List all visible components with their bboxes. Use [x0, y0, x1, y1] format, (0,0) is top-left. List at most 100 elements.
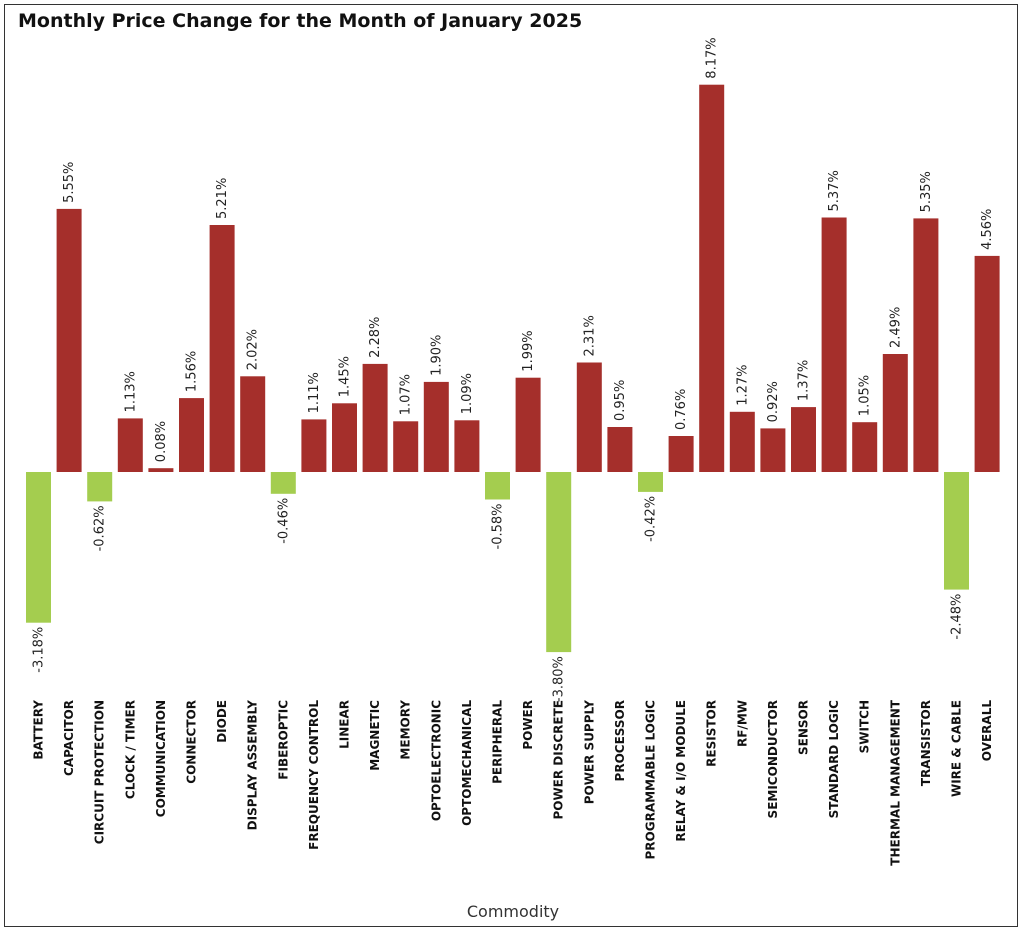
bar-battery — [26, 472, 51, 623]
value-label-transistor: 5.35% — [919, 171, 934, 212]
category-label-sensor: SENSOR — [797, 700, 811, 755]
category-label-power-discrete: POWER DISCRETE — [552, 700, 566, 820]
bar-display-assembly — [240, 376, 266, 472]
value-label-frequency-control: 1.11% — [307, 372, 322, 413]
category-label-battery: BATTERY — [32, 700, 46, 760]
bar-optoelectronic — [423, 381, 449, 472]
bar-sensor — [791, 407, 816, 472]
value-label-capacitor: 5.55% — [62, 162, 77, 203]
bar-standard-logic — [821, 217, 847, 472]
value-label-diode: 5.21% — [215, 178, 230, 219]
value-label-battery: -3.18% — [32, 627, 47, 673]
bar-semiconductor — [760, 428, 786, 472]
bar-fiberoptic — [270, 472, 296, 494]
category-label-rf-mw: RF/MW — [735, 700, 749, 747]
bar-resistor — [699, 84, 725, 472]
bar-rf-mw — [729, 411, 755, 472]
value-label-rf-mw: 1.27% — [735, 364, 750, 405]
value-label-processor: 0.95% — [613, 380, 628, 421]
category-label-power-supply: POWER SUPPLY — [582, 700, 596, 805]
bar-relay-i-o-module — [668, 436, 694, 472]
value-label-power: 1.99% — [521, 330, 536, 371]
value-label-connector: 1.56% — [185, 351, 200, 392]
value-label-display-assembly: 2.02% — [246, 329, 261, 370]
bar-power — [515, 377, 541, 472]
bar-overall — [974, 255, 1000, 472]
category-label-overall: OVERALL — [980, 700, 994, 762]
bar-power-discrete — [546, 472, 572, 653]
category-label-transistor: TRANSISTOR — [919, 700, 933, 786]
bar-diode — [209, 225, 235, 472]
bar-linear — [332, 403, 357, 472]
category-labels-group: BATTERY CAPACITOR CIRCUIT PROTECTION CLOCK … — [32, 699, 995, 866]
value-label-wire-cable: -2.48% — [950, 594, 965, 640]
bar-thermal-management — [882, 354, 908, 472]
value-label-fiberoptic: -0.46% — [276, 498, 291, 544]
category-label-optoelectronic: OPTOELECTRONIC — [429, 700, 443, 821]
category-label-peripheral: PERIPHERAL — [491, 700, 505, 784]
value-label-optoelectronic: 1.90% — [429, 335, 444, 376]
category-label-connector: CONNECTOR — [185, 700, 199, 784]
category-label-frequency-control: FREQUENCY CONTROL — [307, 700, 321, 850]
category-label-fiberoptic: FIBEROPTIC — [276, 700, 290, 780]
category-label-standard-logic: STANDARD LOGIC — [827, 700, 841, 819]
bar-clock-timer — [117, 418, 143, 472]
bar-processor — [607, 427, 633, 472]
bar-peripheral — [485, 472, 510, 500]
category-label-resistor: RESISTOR — [705, 700, 719, 767]
value-label-power-discrete: -3.80% — [552, 656, 567, 702]
chart-title: Monthly Price Change for the Month of Ja… — [18, 10, 583, 32]
bar-optomechanical — [454, 420, 480, 472]
category-label-processor: PROCESSOR — [613, 700, 627, 781]
category-label-memory: MEMORY — [399, 700, 413, 760]
bar-wire-cable — [944, 472, 969, 590]
bar-programmable-logic — [638, 472, 663, 492]
bar-frequency-control — [301, 419, 327, 472]
value-label-overall: 4.56% — [980, 209, 995, 250]
value-label-communication: 0.08% — [154, 421, 169, 462]
category-label-circuit-protection: CIRCUIT PROTECTION — [93, 700, 107, 844]
category-label-communication: COMMUNICATION — [154, 700, 168, 817]
category-label-display-assembly: DISPLAY ASSEMBLY — [246, 700, 260, 831]
value-label-peripheral: -0.58% — [491, 504, 506, 550]
bar-magnetic — [362, 363, 388, 472]
category-label-power: POWER — [521, 700, 535, 750]
category-label-switch: SWITCH — [858, 700, 872, 753]
category-label-clock-timer: CLOCK / TIMER — [123, 700, 137, 799]
category-label-linear: LINEAR — [338, 700, 352, 749]
bar-transistor — [913, 218, 939, 472]
value-label-semiconductor: 0.92% — [766, 381, 781, 422]
bar-switch — [852, 422, 878, 472]
bar-circuit-protection — [87, 472, 113, 502]
category-label-optomechanical: OPTOMECHANICAL — [460, 700, 474, 826]
value-label-power-supply: 2.31% — [582, 315, 597, 356]
value-label-resistor: 8.17% — [705, 37, 720, 78]
bar-capacitor — [56, 208, 82, 472]
category-label-semiconductor: SEMICONDUCTOR — [766, 700, 780, 818]
category-label-relay-i-o-module: RELAY & I/O MODULE — [674, 700, 688, 842]
category-label-programmable-logic: PROGRAMMABLE LOGIC — [644, 700, 658, 860]
value-label-standard-logic: 5.37% — [827, 170, 842, 211]
value-label-relay-i-o-module: 0.76% — [674, 389, 689, 430]
value-label-clock-timer: 1.13% — [123, 371, 138, 412]
category-label-magnetic: MAGNETIC — [368, 700, 382, 771]
value-label-linear: 1.45% — [338, 356, 353, 397]
value-label-memory: 1.07% — [399, 374, 414, 415]
bar-memory — [393, 421, 419, 472]
value-label-circuit-protection: -0.62% — [93, 505, 108, 551]
bars-group — [26, 84, 1000, 653]
value-label-sensor: 1.37% — [797, 360, 812, 401]
value-label-thermal-management: 2.49% — [888, 307, 903, 348]
value-label-programmable-logic: -0.42% — [644, 496, 659, 542]
chart-frame: Monthly Price Change for the Month of Ja… — [4, 4, 1018, 927]
category-label-thermal-management: THERMAL MANAGEMENT — [888, 699, 902, 866]
x-axis-title: Commodity — [467, 902, 559, 921]
value-label-switch: 1.05% — [858, 375, 873, 416]
category-label-diode: DIODE — [215, 700, 229, 743]
category-label-wire-cable: WIRE & CABLE — [950, 700, 964, 797]
category-label-capacitor: CAPACITOR — [62, 700, 76, 776]
value-label-optomechanical: 1.09% — [460, 373, 475, 414]
bar-connector — [179, 398, 204, 472]
value-labels-group: -3.18% 5.55% -0.62% 1.13% 0.08% 1.56% 5.21% 2.0… — [32, 37, 996, 702]
